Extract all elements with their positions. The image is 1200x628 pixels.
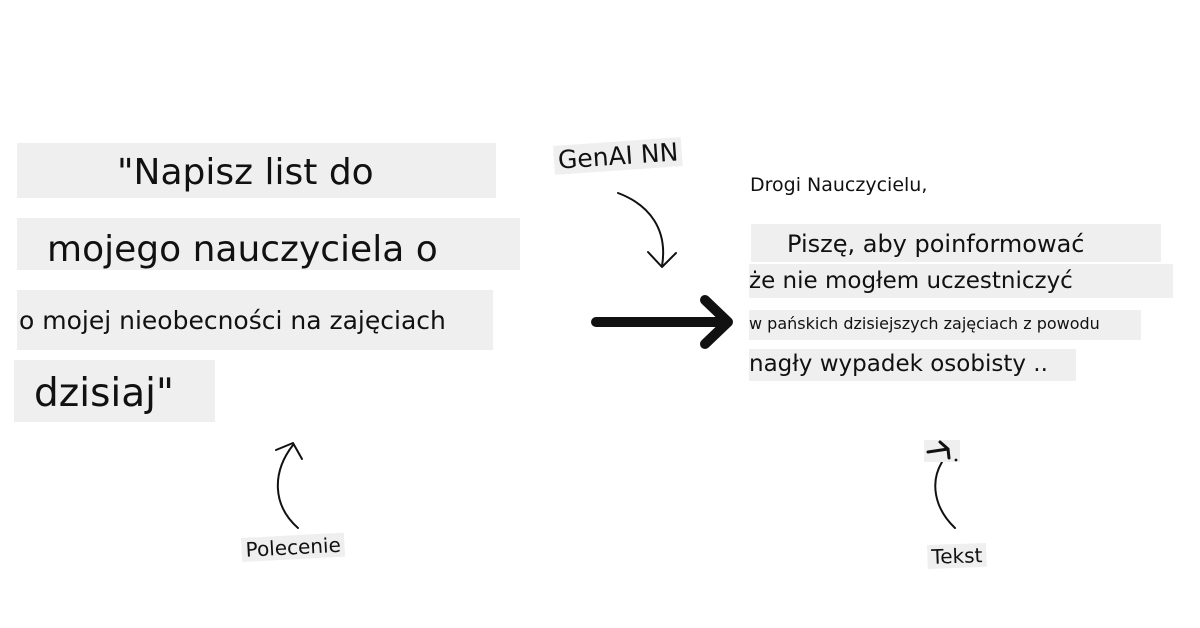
model-curve-arrow-icon — [617, 192, 677, 268]
main-arrow-icon — [591, 295, 733, 349]
output-line-1: Piszę, aby poinformować — [751, 224, 1161, 262]
prompt-line-4: dzisiaj" — [14, 360, 215, 422]
prompt-line-1: "Napisz list do — [17, 143, 496, 198]
output-line-3: w pańskich dzisiejszych zajęciach z powo… — [749, 310, 1141, 340]
prompt-curve-arrow-icon — [275, 442, 303, 529]
output-line-4: nagły wypadek osobisty .. — [749, 349, 1076, 381]
output-mark-icon — [924, 440, 960, 462]
prompt-line-2: mojego nauczyciela o — [17, 218, 520, 270]
prompt-line-3: o mojej nieobecności na zajęciach — [17, 290, 493, 350]
output-line-2: że nie mogłem uczestniczyć — [749, 264, 1173, 298]
output-curve-arrow-icon — [934, 461, 956, 529]
output-greeting: Drogi Nauczycielu, — [750, 174, 928, 196]
